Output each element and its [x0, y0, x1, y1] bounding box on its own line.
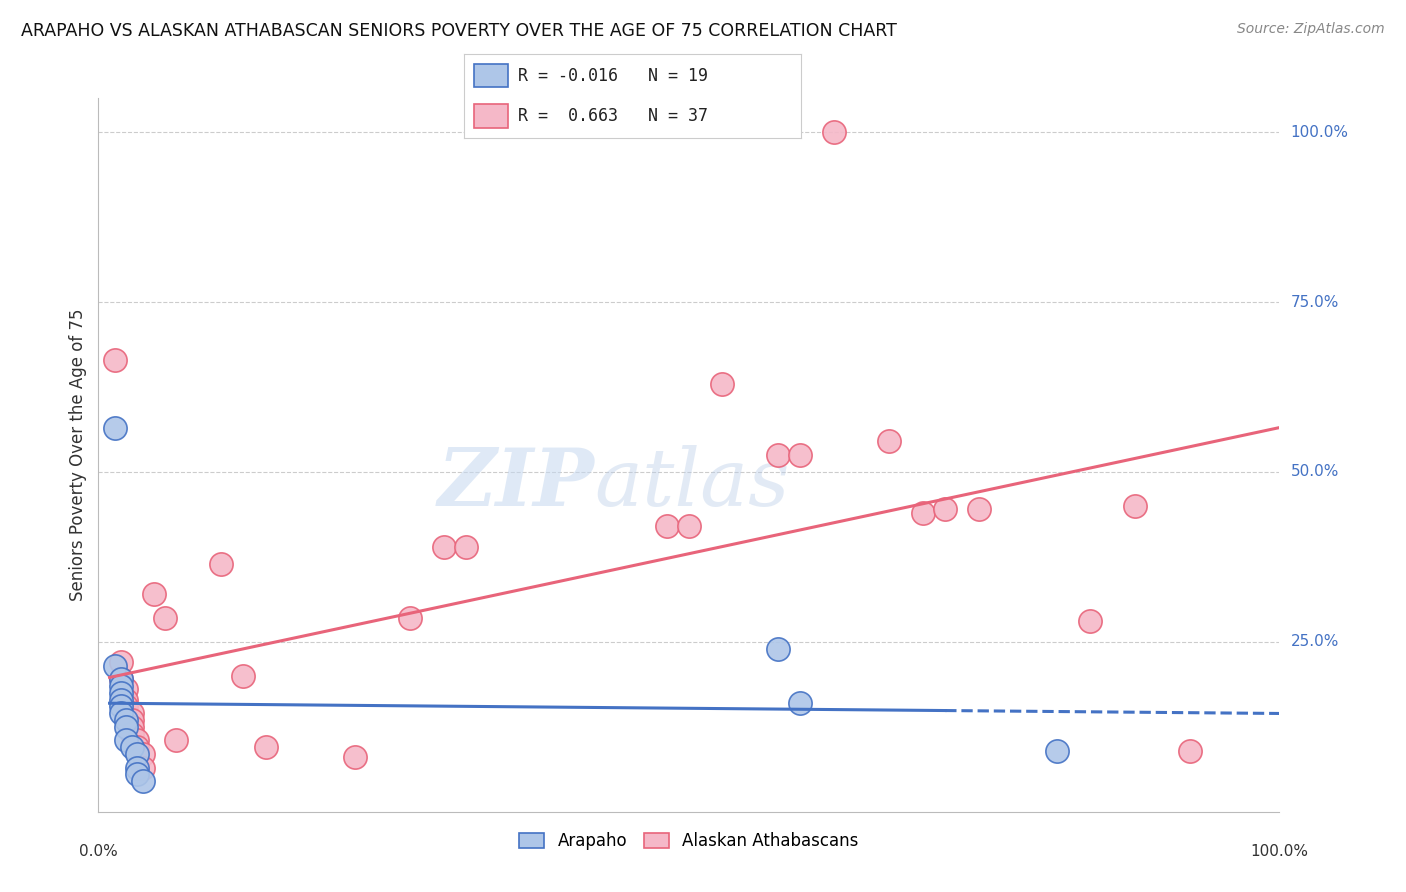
Text: ZIP: ZIP [437, 445, 595, 522]
Point [104, 421, 127, 435]
Point [165, 733, 187, 747]
Point [127, 733, 149, 747]
Point [110, 672, 132, 686]
Point [655, 519, 678, 533]
Point [104, 352, 127, 367]
Point [110, 706, 132, 721]
Point [121, 706, 143, 721]
Point [121, 720, 143, 734]
Point [789, 448, 811, 462]
Text: 100.0%: 100.0% [1291, 125, 1348, 140]
Point [115, 699, 138, 714]
Point [343, 750, 366, 764]
Point [879, 434, 901, 449]
Point [121, 740, 143, 755]
Y-axis label: Seniors Poverty Over the Age of 75: Seniors Poverty Over the Age of 75 [69, 309, 87, 601]
Text: 100.0%: 100.0% [1250, 844, 1309, 859]
Point [143, 587, 166, 601]
Text: 75.0%: 75.0% [1291, 294, 1339, 310]
Point [110, 655, 132, 669]
Point [115, 733, 138, 747]
Point [121, 726, 143, 740]
Point [232, 669, 254, 683]
Legend: Arapaho, Alaskan Athabascans: Arapaho, Alaskan Athabascans [513, 826, 865, 857]
Point [115, 692, 138, 706]
Point [127, 767, 149, 781]
Text: 50.0%: 50.0% [1291, 465, 1339, 479]
Point [104, 658, 127, 673]
Point [967, 502, 990, 516]
Point [132, 774, 155, 789]
Point [110, 672, 132, 686]
Point [789, 696, 811, 710]
Point [209, 557, 232, 571]
Point [132, 760, 155, 774]
Point [110, 679, 132, 693]
Point [399, 611, 422, 625]
Point [766, 641, 789, 656]
Point [115, 720, 138, 734]
Point [934, 502, 956, 516]
Point [127, 760, 149, 774]
Point [127, 740, 149, 755]
Point [911, 506, 934, 520]
Point [254, 740, 277, 755]
Text: R = -0.016   N = 19: R = -0.016 N = 19 [517, 67, 709, 85]
Point [823, 125, 845, 139]
Point [110, 692, 132, 706]
Point [110, 699, 132, 714]
Point [1123, 499, 1146, 513]
Point [711, 376, 734, 391]
Text: R =  0.663   N = 37: R = 0.663 N = 37 [517, 107, 709, 125]
Point [1046, 743, 1069, 757]
Point [127, 747, 149, 761]
Point [1078, 615, 1101, 629]
Point [115, 682, 138, 697]
Point [155, 611, 177, 625]
Text: 0.0%: 0.0% [79, 844, 118, 859]
Bar [474, 104, 508, 128]
Point [678, 519, 700, 533]
Point [110, 686, 132, 700]
Point [115, 713, 138, 727]
Point [1180, 743, 1202, 757]
Bar [474, 63, 508, 87]
Point [456, 540, 478, 554]
Point [132, 747, 155, 761]
Text: atlas: atlas [595, 445, 790, 522]
Point [433, 540, 456, 554]
Point [766, 448, 789, 462]
Text: ARAPAHO VS ALASKAN ATHABASCAN SENIORS POVERTY OVER THE AGE OF 75 CORRELATION CHA: ARAPAHO VS ALASKAN ATHABASCAN SENIORS PO… [21, 22, 897, 40]
Text: Source: ZipAtlas.com: Source: ZipAtlas.com [1237, 22, 1385, 37]
Text: 25.0%: 25.0% [1291, 634, 1339, 649]
Point [121, 713, 143, 727]
